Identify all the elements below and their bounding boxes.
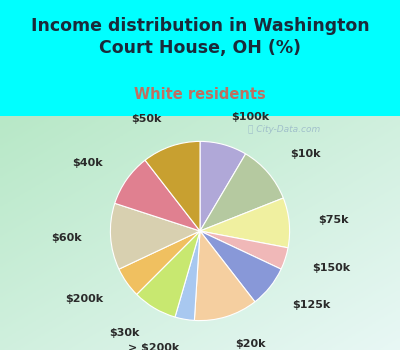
Text: $150k: $150k [312,262,351,273]
Wedge shape [200,141,246,231]
Wedge shape [200,231,281,302]
Wedge shape [145,141,200,231]
Text: ⓘ City-Data.com: ⓘ City-Data.com [248,125,320,134]
Wedge shape [119,231,200,294]
Wedge shape [110,203,200,269]
Text: $30k: $30k [110,328,140,338]
Text: > $200k: > $200k [128,343,180,350]
Wedge shape [137,231,200,317]
Text: $100k: $100k [231,112,269,122]
Wedge shape [200,154,283,231]
Text: $50k: $50k [131,114,162,124]
Text: $10k: $10k [290,149,320,159]
Wedge shape [200,198,290,248]
Wedge shape [200,231,288,269]
Text: $200k: $200k [65,294,103,304]
Text: $40k: $40k [73,158,103,168]
Text: White residents: White residents [134,87,266,102]
Text: $125k: $125k [292,300,330,310]
Text: $20k: $20k [235,339,265,349]
Text: $75k: $75k [318,215,348,225]
Wedge shape [194,231,255,321]
Text: Income distribution in Washington
Court House, OH (%): Income distribution in Washington Court … [31,17,369,57]
Wedge shape [115,160,200,231]
Text: $60k: $60k [51,233,82,244]
Wedge shape [175,231,200,320]
